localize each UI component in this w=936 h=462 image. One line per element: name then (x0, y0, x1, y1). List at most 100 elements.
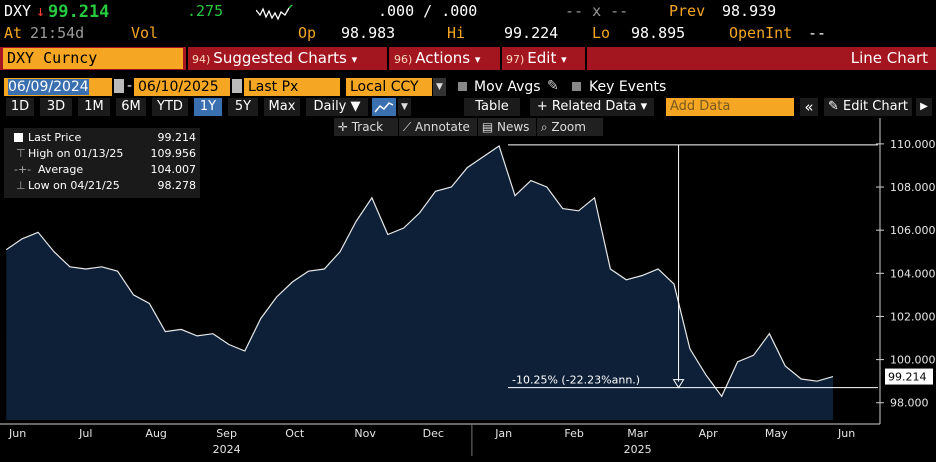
table-button[interactable]: Table (464, 98, 520, 116)
x-tick-label: Apr (699, 427, 719, 440)
annotate-tool[interactable]: ⟋ Annotate (399, 118, 477, 136)
y-tick-label: 106.000 (890, 224, 936, 237)
settings-arrow-icon[interactable]: ▶ (916, 98, 932, 116)
y-tick-label: 102.000 (890, 310, 936, 323)
prev-label: Prev (669, 2, 706, 20)
news-label: News (496, 120, 530, 134)
menu-label: Edit (527, 49, 557, 67)
divider (387, 47, 389, 70)
price-change: .275 (187, 2, 224, 20)
legend-low-value: 98.278 (157, 179, 197, 192)
chevron-down-icon[interactable]: ▼ (433, 78, 446, 96)
vol-label: Vol (131, 24, 159, 42)
change-annotation[interactable]: -10.25% (-22.23%ann.) (512, 374, 640, 387)
quote-detail-row: At 21:54d Vol Op 98.983 Hi 99.224 Lo 98.… (0, 24, 936, 44)
period-max-button[interactable]: Max (264, 98, 300, 116)
price-chart[interactable]: -10.25% (-22.23%ann.) 98.000 100.000 102.0… (0, 118, 936, 462)
caret-down-icon: ▾ (474, 53, 481, 66)
currency-select[interactable]: Local CCY (346, 78, 432, 96)
divider (186, 47, 188, 70)
track-tool[interactable]: ✛ Track (334, 118, 398, 136)
security-ticker-field[interactable]: DXY Curncy (3, 48, 183, 69)
at-label: At (4, 24, 23, 42)
period-1d-button[interactable]: 1D (6, 98, 34, 116)
y-tick-label: 100.000 (890, 354, 936, 367)
quote-time: 21:54d (30, 24, 85, 42)
annotate-label: Annotate (415, 120, 470, 134)
date-separator: - (127, 78, 133, 94)
bid-ask: .000 / .000 (378, 2, 478, 20)
x-tick-label: Jul (78, 427, 92, 440)
menu-label: Suggested Charts (213, 49, 347, 67)
frequency-dropdown[interactable]: Daily ▼ (306, 98, 368, 116)
actions-menu[interactable]: 96) Actions ▾ (394, 47, 480, 70)
key-events-checkbox[interactable] (572, 82, 581, 91)
legend-low-label: Low on 04/21/25 (28, 179, 120, 192)
news-tool[interactable]: ▤ News (478, 118, 536, 136)
y-tick-label: 104.000 (890, 267, 936, 280)
open-value: 98.983 (341, 24, 396, 42)
x-tick-label: Aug (145, 427, 166, 440)
legend-average: -+- Average 104.007 (4, 162, 200, 177)
period-6m-button[interactable]: 6M (116, 98, 146, 116)
suggested-charts-menu[interactable]: 94) Suggested Charts ▾ (192, 47, 357, 70)
arrow-down-icon (672, 379, 685, 389)
legend-low: ⊥ Low on 04/21/25 98.278 (4, 178, 200, 193)
start-date-value: 06/09/2024 (8, 79, 89, 95)
caret-down-icon: ▾ (351, 53, 358, 66)
related-data-button[interactable]: + Related Data ▾ (530, 98, 654, 116)
period-3d-button[interactable]: 3D (40, 98, 72, 116)
period-1y-button[interactable]: 1Y (194, 98, 222, 116)
x-tick-label: Jun (837, 427, 855, 440)
add-data-input[interactable]: Add Data (666, 98, 794, 116)
y-tick-label: 98.000 (890, 397, 929, 410)
start-date-field[interactable]: 06/09/2024 (4, 78, 112, 96)
high-value: 99.224 (504, 24, 559, 42)
period-5y-button[interactable]: 5Y (228, 98, 258, 116)
chart-legend: Last Price 99.214 ⊤ High on 01/13/25 109… (4, 128, 200, 198)
mov-avgs-checkbox[interactable] (458, 82, 467, 91)
x-tick-label: Jan (494, 427, 512, 440)
period-ytd-button[interactable]: YTD (152, 98, 188, 116)
calendar-icon[interactable] (114, 79, 124, 93)
chart-type-title: Line Chart (850, 49, 928, 67)
x-year-label: 2024 (213, 443, 241, 456)
low-marker-icon: ⊥ (16, 179, 26, 192)
series-line[interactable] (5, 145, 834, 398)
chevron-down-icon[interactable]: ▼ (398, 98, 411, 116)
x-tick-label: Dec (423, 427, 444, 440)
x-tick-label: Oct (285, 427, 305, 440)
key-events-label: Key Events (589, 79, 667, 95)
x-tick-label: Sep (216, 427, 237, 440)
last-price: 99.214 (48, 2, 110, 22)
edit-chart-button[interactable]: ✎ Edit Chart (824, 98, 912, 116)
bid-ask-size: -- x -- (565, 2, 629, 20)
legend-last-price[interactable]: Last Price 99.214 (4, 130, 200, 145)
x-tick-label: Jun (8, 427, 26, 440)
y-tick-label: 110.000 (890, 138, 936, 151)
openint-value: -- (808, 24, 827, 42)
edit-menu[interactable]: 97) Edit ▾ (506, 47, 567, 70)
divider (585, 47, 587, 70)
caret-down-icon: ▾ (561, 53, 567, 66)
quote-symbol[interactable]: DXY (4, 2, 32, 20)
zoom-tool[interactable]: ⌕ Zoom (537, 118, 603, 136)
period-1m-button[interactable]: 1M (78, 98, 110, 116)
calendar-icon[interactable] (232, 79, 242, 93)
end-date-field[interactable]: 06/10/2025 (134, 78, 230, 96)
high-label: Hi (447, 24, 466, 42)
menu-number: 96) (394, 53, 413, 66)
average-marker-icon: -+- (14, 163, 32, 176)
openint-label: OpenInt (729, 24, 793, 42)
series-area (6, 146, 833, 420)
x-tick-label: Nov (354, 427, 376, 440)
mov-avgs-label: Mov Avgs (474, 79, 541, 95)
low-label: Lo (592, 24, 611, 42)
line-chart-icon[interactable] (372, 98, 396, 116)
menu-number: 97) (506, 53, 525, 66)
x-tick-label: Feb (564, 427, 583, 440)
x-tick-label: Mar (627, 427, 648, 440)
price-field-select[interactable]: Last Px (244, 78, 340, 96)
collapse-icon[interactable]: « (800, 98, 818, 116)
pencil-icon[interactable]: ✎ (547, 78, 559, 94)
